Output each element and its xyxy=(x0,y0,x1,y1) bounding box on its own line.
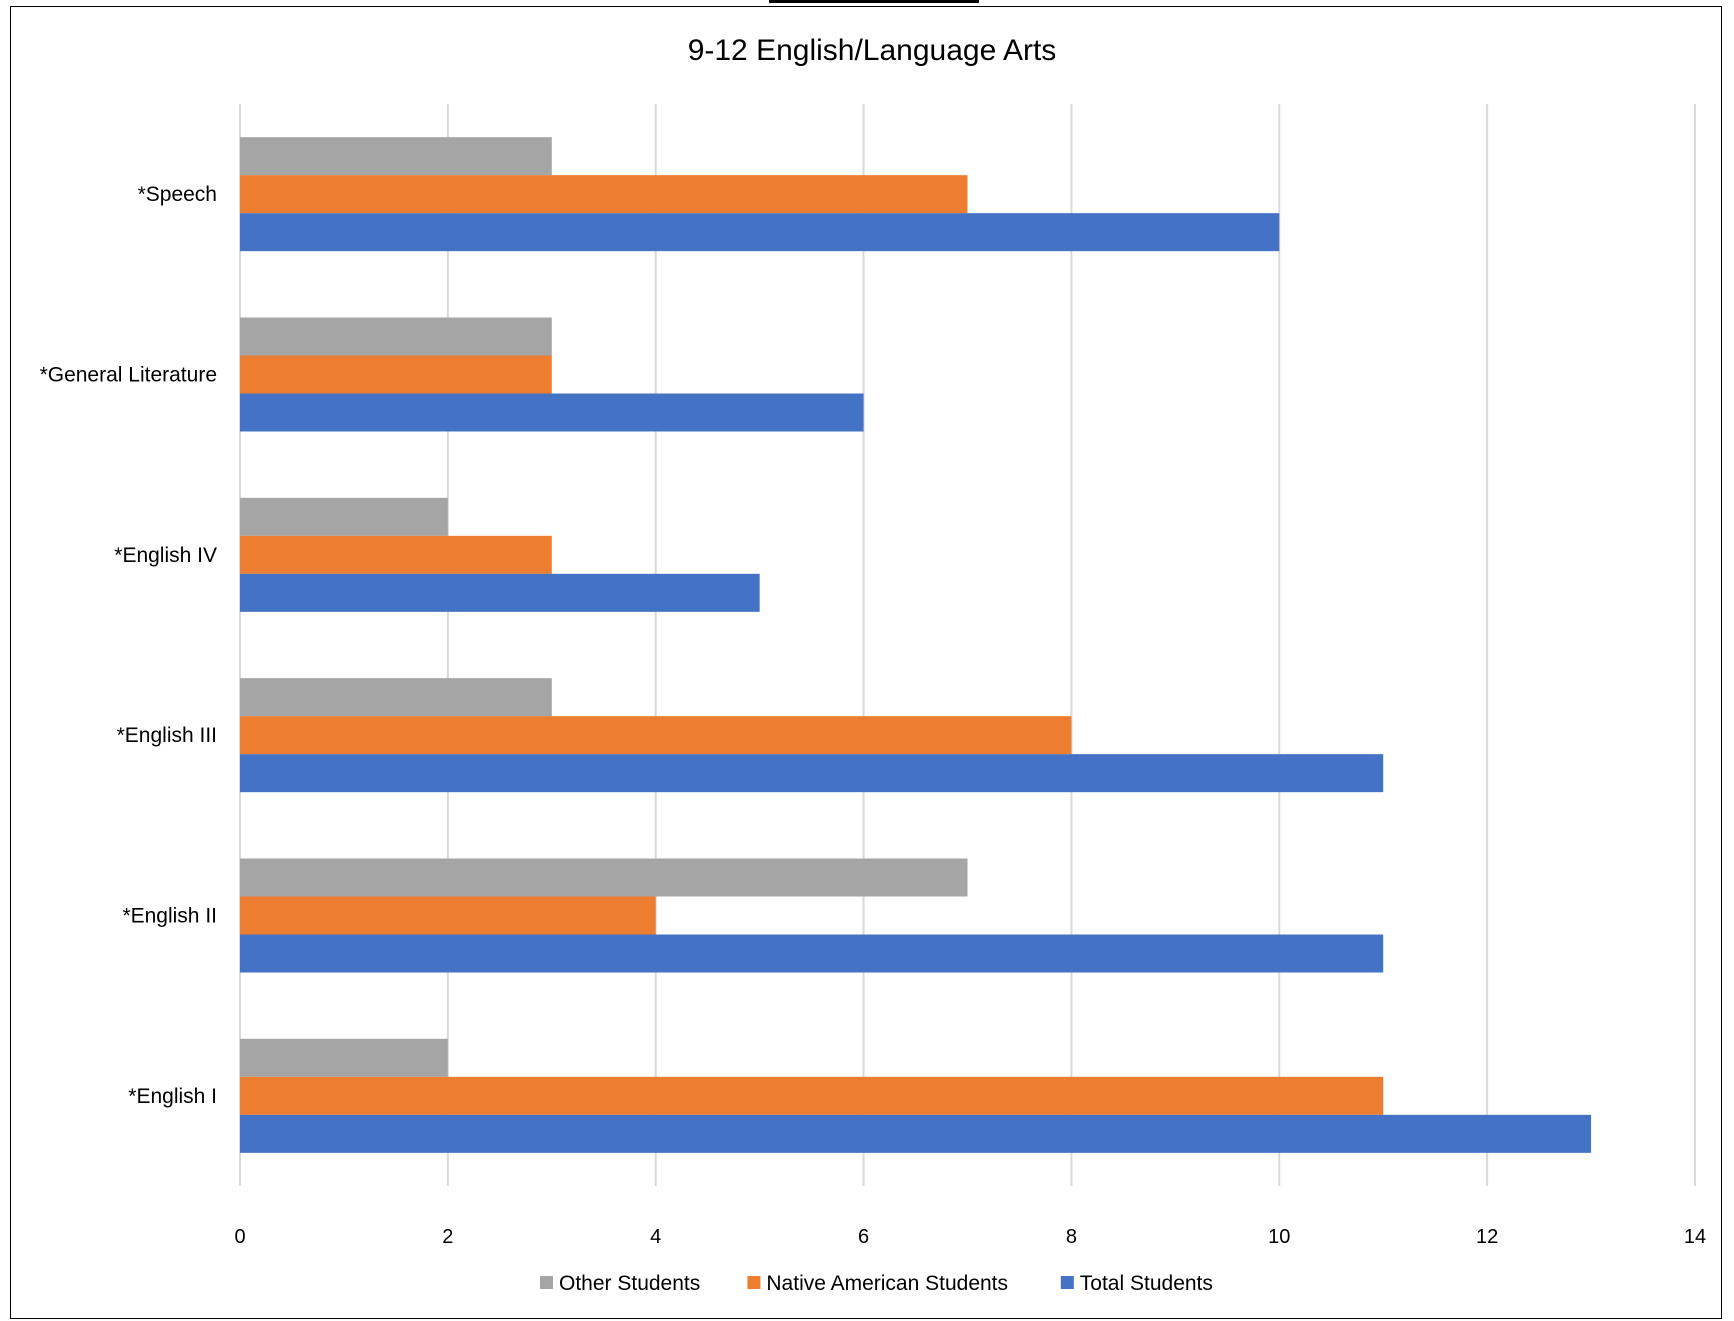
bar xyxy=(240,573,760,612)
legend-swatch xyxy=(540,1276,553,1289)
bar xyxy=(240,317,552,356)
x-tick-label: 6 xyxy=(858,1226,869,1248)
legend-swatch xyxy=(1060,1276,1074,1289)
x-tick-label: 8 xyxy=(1066,1226,1077,1248)
x-axis-ticks: 0 2 4 6 8 10 12 14 xyxy=(234,1226,1706,1248)
category-label: *English II xyxy=(122,905,217,928)
chart-title: 9-12 English/Language Arts xyxy=(688,34,1057,67)
bar xyxy=(240,535,552,574)
bar xyxy=(240,754,1384,793)
category-label: *English I xyxy=(128,1085,217,1108)
bars xyxy=(240,137,1592,1153)
bar xyxy=(240,137,552,176)
legend-label: Total Students xyxy=(1080,1272,1213,1295)
legend-label: Native American Students xyxy=(766,1272,1008,1295)
category-label: *English IV xyxy=(114,544,217,567)
category-label: *General Literature xyxy=(40,364,217,387)
bar xyxy=(240,1114,1592,1153)
legend-swatch xyxy=(747,1276,761,1289)
bar xyxy=(240,213,1280,252)
bar xyxy=(240,858,968,897)
legend: Other Students Native American Students To… xyxy=(540,1272,1213,1295)
bar xyxy=(240,497,448,536)
x-tick-label: 10 xyxy=(1268,1226,1290,1248)
bar xyxy=(240,934,1384,973)
bar xyxy=(240,1038,448,1077)
category-labels: *English I *English II *English III *Englis… xyxy=(40,183,217,1108)
bar xyxy=(240,355,552,394)
bar xyxy=(240,678,552,717)
bar xyxy=(240,896,656,935)
gridlines xyxy=(239,104,1696,1186)
bar xyxy=(240,393,864,432)
top-rule xyxy=(769,0,979,3)
bar xyxy=(240,1076,1384,1115)
legend-label: Other Students xyxy=(559,1272,700,1295)
category-label: *English III xyxy=(117,724,217,747)
x-tick-label: 12 xyxy=(1476,1226,1498,1248)
bar xyxy=(240,716,1072,755)
bar xyxy=(240,175,968,214)
x-tick-label: 14 xyxy=(1684,1226,1706,1248)
category-label: *Speech xyxy=(138,183,217,206)
x-tick-label: 2 xyxy=(442,1226,453,1248)
x-tick-label: 0 xyxy=(234,1226,245,1248)
x-tick-label: 4 xyxy=(650,1226,661,1248)
